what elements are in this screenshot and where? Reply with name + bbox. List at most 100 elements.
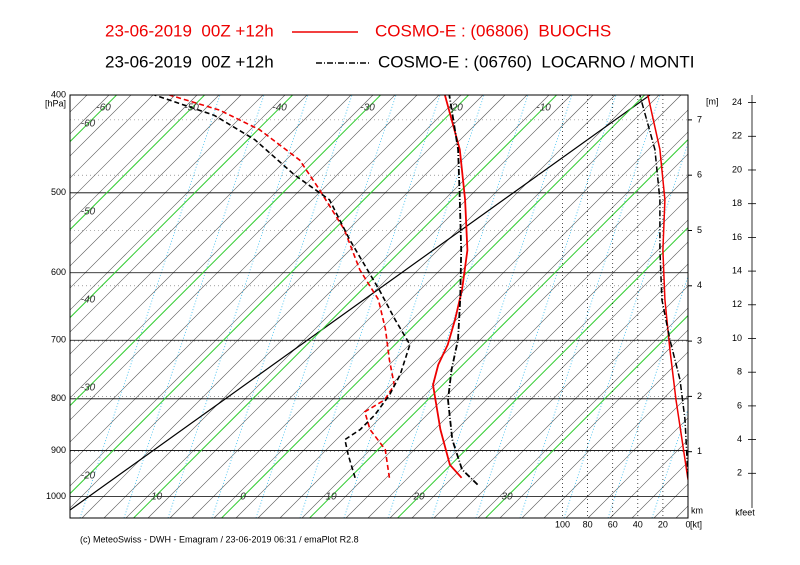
- legend-label: COSMO-E : (06806) BUOCHS: [375, 21, 611, 40]
- y3-tick-label: 4: [737, 434, 742, 444]
- adiabat: [235, 95, 660, 518]
- x-tick-label: 80: [583, 519, 593, 529]
- isotherm-label: 30: [501, 491, 513, 502]
- isotherm-label: -30: [360, 103, 375, 114]
- mixing-ratio: [123, 95, 265, 518]
- y3-tick-label: 22: [732, 131, 742, 141]
- x-tick-label: 100: [555, 519, 570, 529]
- mixing-ratio: [299, 95, 441, 518]
- isotherm: [133, 95, 557, 518]
- isotherm-label: 10: [325, 491, 337, 502]
- isotherm: [397, 226, 688, 518]
- run-label: 23-06-2019 00Z +12h: [105, 52, 274, 71]
- dewpoint-profile: [154, 95, 411, 479]
- temperature-profile: [447, 95, 479, 486]
- isotherm-label: -60: [96, 103, 111, 114]
- isotherm: [70, 95, 381, 407]
- adiabat: [411, 241, 688, 518]
- adiabat: [70, 95, 308, 333]
- mixing-ratio: [79, 95, 221, 518]
- adiabat: [70, 95, 418, 443]
- adiabat: [323, 153, 688, 518]
- adiabat: [213, 95, 638, 518]
- isotherm-label: -30: [81, 382, 96, 393]
- footer: (c) MeteoSwiss - DWH - Emagram / 23-06-2…: [80, 534, 359, 544]
- x-tick-label: 20: [658, 519, 668, 529]
- adiabat: [70, 95, 374, 399]
- dewpoint-profile: [169, 95, 396, 478]
- isotherm: [70, 95, 469, 495]
- adiabat: [70, 95, 330, 355]
- isotherm-label: 20: [412, 491, 425, 502]
- plot-frame: [69, 94, 689, 519]
- mixing-ratio: [607, 275, 688, 518]
- reference-line: [70, 95, 651, 511]
- mixing-ratio: [519, 95, 661, 518]
- y-tick-label: 700: [51, 335, 66, 345]
- y-tick-label: 500: [51, 187, 66, 197]
- adiabat: [125, 95, 550, 518]
- adiabat: [345, 175, 688, 518]
- mixing-ratio: [475, 95, 617, 518]
- x-tick-label: 60: [608, 519, 618, 529]
- isotherm-label: 0: [240, 491, 246, 502]
- mixing-ratio: [563, 142, 688, 518]
- mixing-ratio: [211, 95, 353, 518]
- y2-tick-label: 6: [697, 170, 702, 180]
- isotherm-label: -50: [184, 103, 199, 114]
- adiabat: [543, 373, 688, 518]
- y3-axis-label: kfeet: [735, 507, 755, 517]
- isotherm: [221, 95, 645, 518]
- y3-tick-label: 18: [732, 198, 742, 208]
- adiabat: [103, 95, 528, 518]
- isotherm: [485, 314, 688, 518]
- run-label: 23-06-2019 00Z +12h: [105, 21, 274, 40]
- x-tick-label: 40: [633, 519, 643, 529]
- y-tick-label: 400: [51, 89, 66, 99]
- adiabat: [389, 219, 688, 518]
- y3-tick-label: 20: [732, 164, 742, 174]
- adiabat: [70, 95, 396, 421]
- y-tick-label: 800: [51, 393, 66, 403]
- isotherm-label: -40: [272, 103, 287, 114]
- adiabat: [70, 95, 484, 509]
- isotherm-label: -10: [536, 103, 551, 114]
- mixing-ratio: [343, 95, 485, 518]
- adiabat: [455, 285, 688, 518]
- y2-tick-label: 3: [697, 335, 702, 345]
- x-tick-label: 0: [685, 519, 690, 529]
- y3-tick-label: 24: [732, 97, 742, 107]
- adiabat: [70, 95, 198, 223]
- y2-tick-label: 2: [697, 391, 702, 401]
- y3-tick-label: 16: [732, 232, 742, 242]
- grid: [70, 95, 688, 518]
- y3-tick-label: 10: [732, 333, 742, 343]
- y-tick-label: 1000: [46, 491, 66, 501]
- adiabat: [191, 95, 616, 518]
- y2-axis-label: [m]: [706, 96, 719, 106]
- y3-tick-label: 8: [737, 367, 742, 377]
- adiabat: [70, 95, 220, 245]
- adiabat: [70, 95, 352, 377]
- isotherm-label: -20: [81, 470, 96, 481]
- adiabat: [81, 95, 506, 518]
- adiabat: [301, 131, 688, 518]
- adiabat: [433, 263, 688, 518]
- y2-tick-label: 5: [697, 225, 702, 235]
- adiabat: [70, 95, 286, 311]
- y-tick-label: 600: [51, 267, 66, 277]
- adiabat: [521, 351, 688, 518]
- adiabat: [499, 329, 688, 518]
- adiabat: [169, 95, 594, 518]
- isotherm: [70, 95, 293, 319]
- isotherm-label: -40: [81, 294, 96, 305]
- y3-tick-label: 12: [732, 299, 742, 309]
- profiles: [154, 95, 688, 486]
- y3-tick-label: 14: [732, 265, 742, 275]
- adiabat: [477, 307, 688, 518]
- isotherm-label: -60: [81, 118, 96, 129]
